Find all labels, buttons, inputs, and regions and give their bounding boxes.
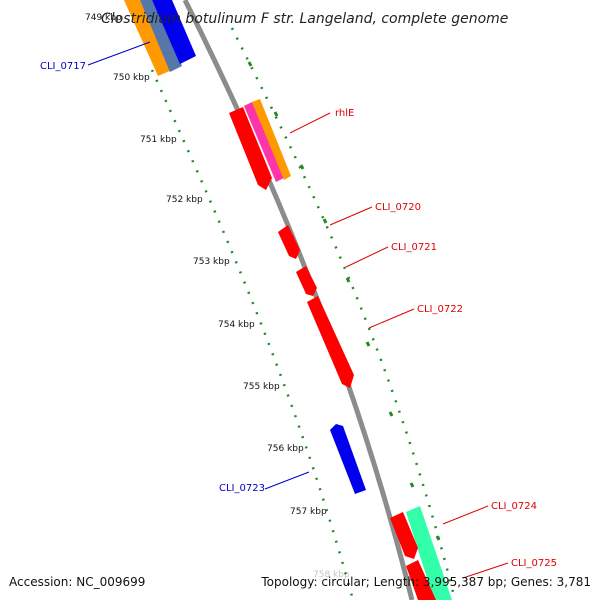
gene-cli0721 — [296, 266, 317, 296]
tick-label-754: 754 kbp — [218, 320, 255, 330]
genome-backbone — [182, 0, 415, 600]
tick-label-752: 752 kbp — [166, 195, 203, 205]
genome-summary-text: Topology: circular; Length: 3,995,387 bp… — [260, 575, 591, 589]
gene-label-cli0720[interactable]: CLI_0720 — [375, 202, 421, 213]
gene-cli0717 — [152, 0, 196, 64]
gene-label-cli0717[interactable]: CLI_0717 — [40, 61, 86, 72]
tick-label-749: 749 kbp — [85, 13, 122, 23]
gene-cluster-top — [124, 0, 196, 76]
tick-label-758: 758 kbp — [313, 570, 350, 580]
kbp-tick-labels: 749 kbp 750 kbp 751 kbp 752 kbp 753 kbp … — [85, 13, 350, 580]
tick-label-755: 755 kbp — [243, 382, 280, 392]
gene-label-cli0725[interactable]: CLI_0725 — [511, 558, 557, 569]
gene-cli0725 — [406, 560, 436, 600]
gene-label-cli0724[interactable]: CLI_0724 — [491, 501, 537, 512]
gene-labels: CLI_0717 rhlE CLI_0720 CLI_0721 CLI_0722… — [40, 61, 557, 569]
tick-label-753: 753 kbp — [193, 257, 230, 267]
accession-text: Accession: NC_009699 — [9, 575, 145, 589]
gene-label-cli0723[interactable]: CLI_0723 — [219, 483, 265, 494]
gene-cluster-rhle — [229, 99, 291, 190]
tick-label-750: 750 kbp — [113, 73, 150, 83]
tick-label-751: 751 kbp — [140, 135, 177, 145]
outer-tick-ring — [230, 27, 457, 600]
gene-label-cli0722[interactable]: CLI_0722 — [417, 304, 463, 315]
gene-rhle — [229, 107, 272, 190]
gene-cli0723 — [330, 424, 366, 494]
gene-cli0724 — [390, 512, 418, 559]
gene-teal — [406, 506, 452, 600]
gene-orange-rhle — [252, 99, 291, 180]
gene-orange-top — [124, 0, 172, 76]
gene-label-cli0721[interactable]: CLI_0721 — [391, 242, 437, 253]
gene-cli0720 — [278, 225, 300, 259]
gene-label-rhle[interactable]: rhlE — [335, 108, 354, 119]
label-leader-lines — [87, 41, 509, 579]
tick-label-757: 757 kbp — [290, 507, 327, 517]
tick-label-756: 756 kbp — [267, 444, 304, 454]
outer-major-ticks — [247, 61, 441, 541]
gene-slate-top — [140, 0, 182, 72]
gene-magenta — [244, 102, 284, 182]
gene-cli0722 — [307, 296, 354, 388]
map-title: Clostridium botulinum F str. Langeland, … — [101, 11, 508, 27]
